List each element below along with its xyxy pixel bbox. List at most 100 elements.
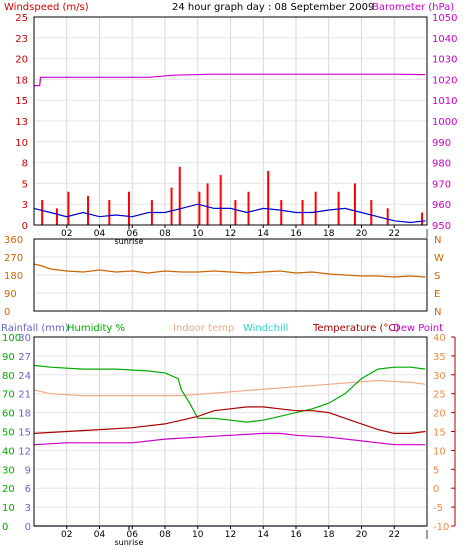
temp-y-tick: 30 (433, 371, 446, 382)
hour-tick-label: 22 (389, 530, 400, 540)
barometer-line (34, 73, 426, 87)
hour-tick-label: 16 (290, 530, 302, 540)
direction-y-tick: 180 (4, 271, 23, 282)
compass-label: W (434, 253, 444, 264)
barometer-axis-label: Barometer (hPa) (372, 2, 454, 13)
humidity-y-tick: 90 (2, 352, 15, 363)
indoor-temp-label: Indoor temp (173, 323, 234, 334)
direction-y-tick: 360 (4, 235, 23, 246)
rain-y-tick: 27 (18, 352, 31, 363)
baro-y-tick: 1040 (432, 34, 457, 45)
compass-label: N (434, 307, 441, 318)
rain-y-tick: 9 (25, 465, 31, 476)
hour-tick-label: 14 (258, 229, 270, 239)
wind-average-line (33, 203, 426, 224)
temperature-axis-label: Temperature (°C) (312, 323, 399, 334)
hour-tick-label: 18 (323, 229, 335, 239)
indoor-temp-line (33, 379, 426, 397)
hour-tick-label: 02 (61, 530, 72, 540)
hour-tick-label: 22 (389, 229, 400, 239)
ticks-layer: 0358101315182023259509609709809901000101… (2, 13, 457, 547)
rain-y-tick: 6 (25, 484, 31, 495)
hour-tick-label: 04 (94, 530, 106, 540)
rain-y-tick: 18 (18, 409, 31, 420)
grid-layer (34, 17, 427, 526)
direction-y-tick: 90 (4, 289, 17, 300)
hour-tick-label: 20 (356, 229, 368, 239)
rain-y-tick: 21 (18, 390, 31, 401)
rain-y-tick: 12 (18, 446, 31, 457)
hour-tick-label: 20 (356, 530, 368, 540)
temp-y-tick: 10 (433, 446, 446, 457)
baro-y-tick: 1020 (432, 75, 457, 86)
wind-y-tick: 15 (15, 96, 28, 107)
humidity-y-tick: 100 (2, 333, 21, 344)
humidity-y-tick: 30 (2, 465, 15, 476)
rain-y-tick: 24 (18, 371, 31, 382)
windspeed-axis-label: Windspeed (m/s) (4, 2, 89, 13)
direction-y-tick: 0 (4, 307, 10, 318)
wind-y-tick: 5 (22, 179, 28, 190)
humidity-y-tick: 50 (2, 428, 15, 439)
panel-frame (33, 238, 428, 312)
end-tick-mark: | (425, 229, 428, 239)
hour-tick-label: 08 (159, 229, 171, 239)
baro-y-tick: 1050 (432, 13, 457, 24)
direction-line (33, 263, 426, 278)
rain-y-tick: 15 (18, 428, 31, 439)
hour-tick-label: 06 (127, 530, 139, 540)
wind-y-tick: 13 (15, 117, 28, 128)
hour-tick-label: 10 (192, 229, 204, 239)
hour-tick-label: 04 (94, 229, 106, 239)
hour-tick-label: 18 (323, 530, 335, 540)
sunrise-label: sunrise (115, 538, 144, 547)
compass-label: S (434, 271, 440, 282)
temp-y-tick: 0 (433, 484, 439, 495)
hour-tick-label: 02 (61, 229, 72, 239)
hour-tick-label: 12 (225, 229, 236, 239)
wind-y-tick: 18 (15, 75, 28, 86)
temp-y-tick: 5 (433, 465, 439, 476)
hour-tick-label: 12 (225, 530, 236, 540)
humidity-axis-label: Humidity % (67, 323, 125, 334)
temp-y-tick: -10 (433, 522, 449, 533)
humidity-y-tick: 60 (2, 409, 15, 420)
humidity-y-tick: 80 (2, 371, 15, 382)
wind-y-tick: 20 (15, 55, 28, 66)
temp-y-tick: -5 (433, 503, 443, 514)
baro-y-tick: 970 (432, 179, 451, 190)
baro-y-tick: 950 (432, 221, 451, 232)
chart-title: 24 hour graph day : 08 September 2009 (172, 2, 374, 13)
wind-y-tick: 0 (22, 221, 28, 232)
dew-point-label: Dew Point (393, 323, 443, 334)
hour-tick-label: 06 (127, 229, 139, 239)
rain-y-tick: 3 (25, 503, 31, 514)
compass-label: E (434, 289, 440, 300)
baro-y-tick: 1030 (432, 55, 457, 66)
humidity-y-tick: 10 (2, 503, 15, 514)
temp-y-tick: 25 (433, 390, 446, 401)
wind-y-tick: 3 (22, 200, 28, 211)
humidity-line (33, 364, 426, 423)
windchill-label: Windchill (243, 323, 288, 334)
dewpoint-line (33, 432, 426, 446)
rainfall-axis-label: Rainfall (mm) (1, 323, 69, 334)
hour-tick-label: 16 (290, 229, 302, 239)
wind-y-tick: 10 (15, 138, 28, 149)
baro-y-tick: 1010 (432, 96, 457, 107)
humidity-y-tick: 20 (2, 484, 15, 495)
humidity-y-tick: 40 (2, 446, 15, 457)
hour-tick-label: 10 (192, 530, 204, 540)
baro-y-tick: 980 (432, 159, 451, 170)
baro-y-tick: 990 (432, 138, 451, 149)
sunrise-label: sunrise (115, 237, 144, 246)
baro-y-tick: 1000 (432, 117, 457, 128)
end-tick-mark: | (425, 530, 428, 540)
temp-y-tick: 40 (433, 333, 446, 344)
temp-y-tick: 35 (433, 352, 446, 363)
compass-label: N (434, 235, 441, 246)
series-layer (33, 73, 426, 527)
temp-y-tick: 20 (433, 409, 446, 420)
